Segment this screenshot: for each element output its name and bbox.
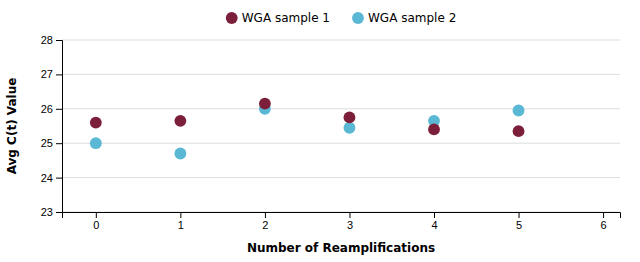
legend-marker bbox=[226, 12, 238, 24]
point bbox=[513, 105, 525, 117]
x-axis: 0 1 2 3 4 5 6 bbox=[63, 212, 621, 231]
point bbox=[174, 148, 186, 160]
tick: 0 bbox=[93, 212, 99, 231]
point bbox=[513, 125, 525, 137]
tick-label: 2 bbox=[262, 219, 268, 231]
grid bbox=[62, 40, 620, 212]
tick: 25 bbox=[41, 137, 62, 149]
tick-label: 27 bbox=[41, 68, 53, 80]
legend: WGA sample 1 WGA sample 2 bbox=[226, 11, 456, 25]
plot: 0123456232425262728 bbox=[41, 34, 621, 231]
legend-item: WGA sample 2 bbox=[352, 11, 456, 25]
tick-mark bbox=[56, 40, 62, 41]
x-axis-title: Number of Reamplifications bbox=[247, 241, 435, 255]
tick-label: 1 bbox=[178, 219, 184, 231]
tick: 23 bbox=[41, 206, 62, 218]
grid-line bbox=[62, 40, 620, 41]
legend-label: WGA sample 2 bbox=[368, 11, 456, 25]
legend-marker bbox=[352, 12, 364, 24]
tick: 5 bbox=[516, 212, 522, 231]
point bbox=[90, 137, 102, 149]
tick: 26 bbox=[41, 103, 62, 115]
tick-mark bbox=[265, 212, 266, 218]
tick-label: 0 bbox=[93, 219, 99, 231]
grid-line bbox=[62, 74, 620, 75]
tick: 3 bbox=[347, 212, 353, 231]
axis-line bbox=[56, 41, 63, 213]
series bbox=[90, 103, 525, 160]
tick-mark bbox=[349, 212, 350, 218]
legend-label: WGA sample 1 bbox=[242, 11, 330, 25]
tick-mark bbox=[603, 212, 604, 218]
tick-label: 3 bbox=[347, 219, 353, 231]
y-axis: 23 24 25 26 27 28 bbox=[41, 34, 63, 218]
axis-line bbox=[63, 213, 621, 219]
point bbox=[428, 124, 440, 136]
point bbox=[344, 111, 356, 123]
tick: 6 bbox=[601, 212, 607, 231]
point bbox=[259, 98, 271, 110]
tick: 24 bbox=[41, 172, 62, 184]
grid-line bbox=[62, 177, 620, 178]
legend-item: WGA sample 1 bbox=[226, 11, 330, 25]
tick: 27 bbox=[41, 68, 62, 80]
y-axis-title: Avg C(t) Value bbox=[5, 78, 19, 175]
grid-line bbox=[62, 108, 620, 109]
point bbox=[344, 122, 356, 134]
tick: 2 bbox=[262, 212, 268, 231]
tick-mark bbox=[56, 178, 62, 179]
tick-mark bbox=[519, 212, 520, 218]
tick-mark bbox=[56, 74, 62, 75]
tick-mark bbox=[56, 109, 62, 110]
tick-label: 23 bbox=[41, 206, 53, 218]
tick-mark bbox=[56, 212, 62, 213]
point bbox=[90, 117, 102, 129]
tick-label: 24 bbox=[41, 172, 53, 184]
tick: 1 bbox=[178, 212, 184, 231]
tick-label: 25 bbox=[41, 137, 53, 149]
tick: 28 bbox=[41, 34, 62, 46]
tick-label: 5 bbox=[516, 219, 522, 231]
point bbox=[174, 115, 186, 127]
tick-label: 28 bbox=[41, 34, 53, 46]
marks bbox=[90, 98, 525, 160]
tick-label: 4 bbox=[431, 219, 437, 231]
tick-mark bbox=[434, 212, 435, 218]
tick-label: 6 bbox=[601, 219, 607, 231]
tick: 4 bbox=[431, 212, 437, 231]
tick-label: 26 bbox=[41, 103, 53, 115]
series bbox=[90, 98, 525, 137]
chart: 0123456232425262728Number of Reamplifica… bbox=[0, 0, 640, 262]
tick-mark bbox=[96, 212, 97, 218]
tick-mark bbox=[56, 143, 62, 144]
tick-mark bbox=[180, 212, 181, 218]
grid-line bbox=[62, 143, 620, 144]
